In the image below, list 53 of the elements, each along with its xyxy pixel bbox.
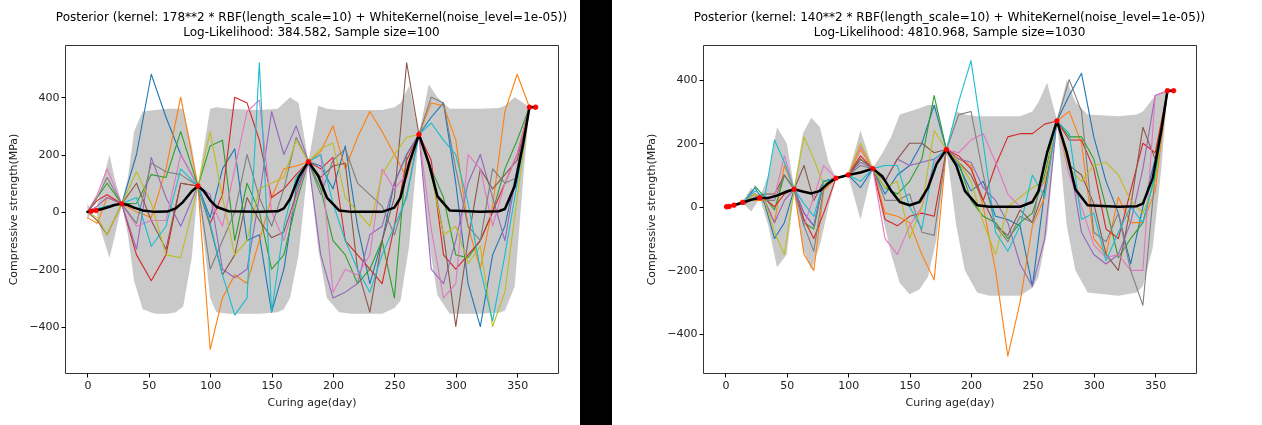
point: [195, 183, 201, 189]
chart-title: Posterior (kernel: 140**2 * RBF(length_scale=10) + WhiteKernel(noise_level=1e-05)): [693, 10, 1206, 24]
point: [845, 172, 851, 178]
y-axis-title: Compressive strength(MPa): [7, 133, 21, 286]
point: [1164, 88, 1171, 94]
y-axis-title: Compressive strength(MPa): [645, 133, 659, 286]
point: [731, 202, 737, 208]
x-tick-label: 100: [200, 378, 222, 392]
y-tick-label: −400: [667, 327, 698, 341]
point: [833, 175, 839, 181]
x-tick-label: 350: [1145, 378, 1167, 392]
x-tick-label: 250: [384, 378, 406, 392]
y-tick-label: −200: [667, 263, 698, 277]
point: [88, 208, 94, 214]
x-axis-title: Curing age(day): [267, 395, 357, 409]
point: [791, 186, 797, 192]
point: [532, 104, 539, 110]
x-tick-label: 300: [1083, 378, 1105, 392]
x-tick-label: 150: [899, 378, 921, 392]
x-tick-label: 50: [142, 378, 157, 392]
y-tick-label: 0: [52, 205, 60, 219]
x-tick-label: 150: [261, 378, 283, 392]
chart-subtitle: Log-Likelihood: 4810.968, Sample size=1030: [813, 25, 1086, 39]
x-tick-label: 200: [322, 378, 344, 392]
y-tick-label: 400: [676, 73, 698, 87]
point: [757, 195, 763, 201]
y-tick-label: −200: [29, 262, 60, 276]
point: [943, 146, 950, 153]
x-tick-label: 350: [507, 378, 529, 392]
y-tick-label: 400: [38, 90, 60, 104]
x-axis-title: Curing age(day): [905, 395, 995, 409]
y-tick-label: −400: [29, 320, 60, 334]
x-tick-label: 200: [960, 378, 982, 392]
x-tick-label: 0: [84, 378, 92, 392]
y-tick-label: 200: [38, 148, 60, 162]
point: [416, 131, 422, 138]
chart-subtitle: Log-Likelihood: 384.582, Sample size=100: [183, 25, 440, 39]
x-tick-label: 300: [445, 378, 467, 392]
point: [93, 207, 99, 214]
point: [739, 199, 746, 206]
x-tick-label: 100: [838, 378, 860, 392]
x-tick-label: 250: [1022, 378, 1044, 392]
point: [305, 159, 312, 165]
x-tick-label: 0: [722, 378, 730, 392]
point: [1170, 88, 1177, 94]
point: [526, 104, 533, 110]
y-tick-label: 0: [690, 200, 698, 214]
point: [870, 165, 876, 172]
point: [119, 201, 125, 207]
point: [1054, 118, 1060, 124]
x-tick-label: 50: [780, 378, 795, 392]
y-tick-label: 200: [676, 136, 698, 150]
chart-title: Posterior (kernel: 178**2 * RBF(length_scale=10) + WhiteKernel(noise_level=1e-05)): [55, 10, 568, 24]
